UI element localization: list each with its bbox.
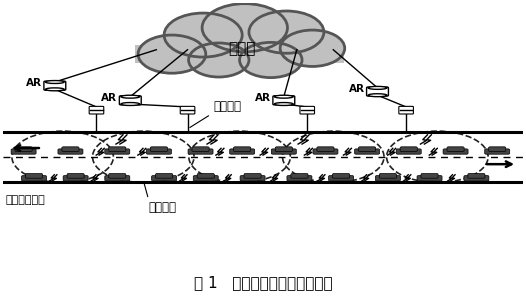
FancyBboxPatch shape: [180, 106, 195, 114]
FancyBboxPatch shape: [15, 147, 32, 152]
FancyBboxPatch shape: [489, 147, 506, 152]
FancyBboxPatch shape: [417, 176, 442, 181]
FancyBboxPatch shape: [313, 149, 338, 154]
Text: 图 1   高速公路车联网应用场景: 图 1 高速公路车联网应用场景: [194, 275, 332, 290]
FancyBboxPatch shape: [197, 173, 214, 178]
FancyBboxPatch shape: [105, 176, 130, 181]
FancyBboxPatch shape: [329, 176, 353, 181]
FancyBboxPatch shape: [240, 176, 265, 181]
FancyBboxPatch shape: [25, 173, 43, 178]
FancyBboxPatch shape: [485, 149, 510, 154]
FancyBboxPatch shape: [464, 176, 489, 181]
Circle shape: [189, 43, 249, 77]
FancyBboxPatch shape: [89, 106, 104, 114]
Ellipse shape: [275, 95, 293, 98]
FancyBboxPatch shape: [22, 176, 46, 181]
FancyBboxPatch shape: [396, 149, 421, 154]
Circle shape: [138, 35, 206, 73]
FancyBboxPatch shape: [193, 176, 218, 181]
FancyBboxPatch shape: [291, 173, 308, 178]
FancyBboxPatch shape: [11, 149, 36, 154]
FancyBboxPatch shape: [150, 147, 167, 152]
Circle shape: [280, 30, 345, 66]
FancyBboxPatch shape: [379, 173, 397, 178]
Text: AR: AR: [349, 84, 365, 94]
FancyBboxPatch shape: [271, 149, 296, 154]
Text: AR: AR: [26, 78, 42, 89]
Circle shape: [249, 11, 324, 53]
FancyBboxPatch shape: [317, 147, 334, 152]
FancyBboxPatch shape: [399, 106, 413, 114]
FancyBboxPatch shape: [244, 173, 261, 178]
FancyBboxPatch shape: [105, 149, 130, 154]
Text: 车车通信: 车车通信: [148, 201, 177, 214]
FancyBboxPatch shape: [44, 81, 66, 90]
Ellipse shape: [275, 103, 293, 106]
FancyBboxPatch shape: [447, 147, 464, 152]
FancyBboxPatch shape: [234, 147, 251, 152]
Text: AR: AR: [255, 93, 271, 103]
FancyBboxPatch shape: [367, 87, 388, 96]
FancyBboxPatch shape: [58, 149, 83, 154]
Ellipse shape: [45, 80, 64, 83]
FancyBboxPatch shape: [376, 176, 400, 181]
FancyBboxPatch shape: [273, 96, 295, 105]
FancyBboxPatch shape: [355, 149, 380, 154]
Text: AR: AR: [102, 93, 117, 103]
FancyBboxPatch shape: [62, 147, 79, 152]
FancyBboxPatch shape: [146, 149, 171, 154]
Bar: [136, 45, 343, 63]
FancyBboxPatch shape: [275, 147, 292, 152]
FancyBboxPatch shape: [156, 173, 173, 178]
FancyBboxPatch shape: [119, 96, 141, 105]
FancyBboxPatch shape: [109, 147, 126, 152]
Ellipse shape: [121, 95, 140, 98]
FancyBboxPatch shape: [400, 147, 417, 152]
FancyBboxPatch shape: [443, 149, 468, 154]
FancyBboxPatch shape: [300, 106, 315, 114]
FancyBboxPatch shape: [188, 149, 213, 154]
FancyBboxPatch shape: [192, 147, 209, 152]
Ellipse shape: [368, 94, 387, 97]
FancyBboxPatch shape: [67, 173, 84, 178]
Circle shape: [202, 4, 288, 52]
FancyBboxPatch shape: [332, 173, 350, 178]
Text: 网络覆盖范围: 网络覆盖范围: [5, 195, 45, 205]
FancyBboxPatch shape: [359, 147, 376, 152]
FancyBboxPatch shape: [151, 176, 177, 181]
Circle shape: [164, 13, 242, 57]
Text: 车路通信: 车路通信: [214, 100, 241, 113]
FancyBboxPatch shape: [109, 173, 126, 178]
Ellipse shape: [368, 86, 387, 89]
FancyBboxPatch shape: [230, 149, 255, 154]
FancyBboxPatch shape: [421, 173, 438, 178]
FancyBboxPatch shape: [63, 176, 88, 181]
Circle shape: [239, 42, 302, 78]
FancyBboxPatch shape: [468, 173, 485, 178]
FancyBboxPatch shape: [287, 176, 312, 181]
Ellipse shape: [45, 88, 64, 91]
Text: 互联网: 互联网: [228, 41, 256, 56]
Ellipse shape: [121, 103, 140, 106]
